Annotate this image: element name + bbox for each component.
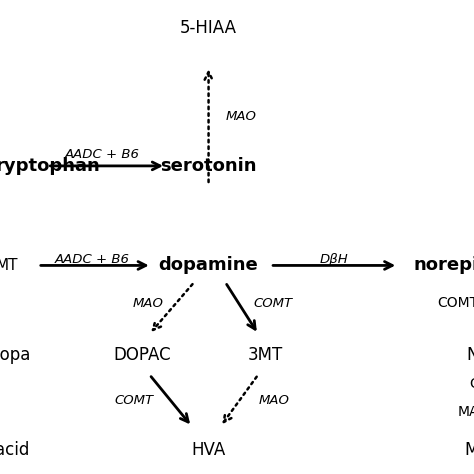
Text: ryptophan: ryptophan xyxy=(0,157,100,175)
Text: C: C xyxy=(469,377,474,391)
Text: COMT: COMT xyxy=(115,394,154,407)
Text: COMT: COMT xyxy=(438,296,474,310)
Text: HVA: HVA xyxy=(191,441,226,459)
Text: 5-HIAA: 5-HIAA xyxy=(180,19,237,37)
FancyArrowPatch shape xyxy=(224,377,257,422)
Text: N: N xyxy=(466,346,474,365)
FancyArrowPatch shape xyxy=(153,284,192,330)
Text: AADC + B6: AADC + B6 xyxy=(64,147,139,161)
Text: MT: MT xyxy=(0,258,18,273)
Text: dopamine: dopamine xyxy=(159,256,258,274)
Text: MA: MA xyxy=(457,405,474,419)
Text: MAO: MAO xyxy=(225,109,256,123)
FancyArrowPatch shape xyxy=(273,262,392,269)
Text: acid: acid xyxy=(0,441,30,459)
Text: DOPAC: DOPAC xyxy=(113,346,171,365)
FancyArrowPatch shape xyxy=(50,162,160,170)
Text: norepi: norepi xyxy=(414,256,474,274)
Text: DβH: DβH xyxy=(320,253,348,266)
Text: MAO: MAO xyxy=(258,394,289,407)
Text: COMT: COMT xyxy=(254,297,293,310)
FancyArrowPatch shape xyxy=(151,377,188,422)
FancyArrowPatch shape xyxy=(205,72,212,182)
Text: AADC + B6: AADC + B6 xyxy=(55,253,130,266)
Text: M: M xyxy=(465,441,474,459)
FancyArrowPatch shape xyxy=(227,284,255,329)
Text: lopa: lopa xyxy=(0,346,31,365)
FancyArrowPatch shape xyxy=(41,262,146,269)
Text: 3MT: 3MT xyxy=(248,346,283,365)
Text: MAO: MAO xyxy=(133,297,164,310)
Text: serotonin: serotonin xyxy=(160,157,257,175)
